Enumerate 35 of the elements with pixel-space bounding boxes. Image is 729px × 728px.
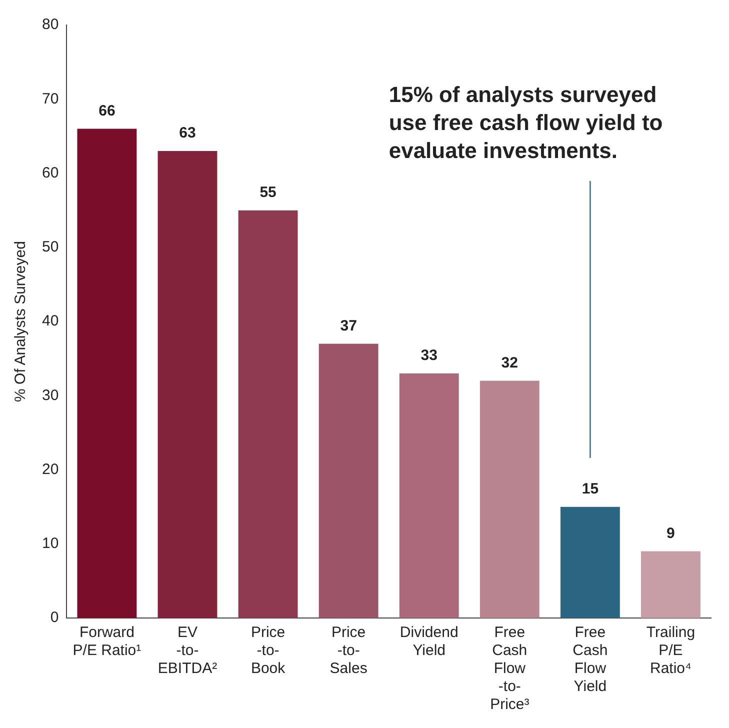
data-label: 9: [666, 524, 675, 542]
x-tick-label: Forward P/E Ratio¹: [72, 624, 142, 660]
y-tick-label: 60: [42, 164, 59, 182]
annotation: 15% of analysts surveyed use free cash flow yield to evaluate investments.: [388, 82, 663, 164]
bar: [560, 506, 620, 618]
y-tick-label: 0: [50, 609, 59, 626]
y-tick-label: 20: [42, 460, 59, 478]
bar: [399, 373, 459, 618]
x-tick-label: Price -to- Book: [250, 624, 286, 678]
data-label: 32: [501, 354, 518, 372]
x-tick-label: Trailing P/E Ratio⁴: [646, 624, 696, 678]
x-tick-label: EV -to- EBITDA²: [158, 624, 218, 678]
y-tick-label: 10: [42, 535, 59, 552]
data-label: 63: [179, 124, 196, 142]
bar: [641, 551, 700, 618]
data-label: 66: [98, 102, 116, 120]
bar: [158, 151, 218, 618]
x-tick-label: Dividend Yield: [400, 624, 458, 660]
y-tick-label: 50: [42, 238, 59, 256]
bar: [238, 210, 298, 618]
y-tick-label: 70: [42, 90, 59, 108]
bar: [77, 128, 137, 618]
x-tick-label: Free Cash Flow -to- Price³: [490, 624, 530, 714]
x-tick-label: Price -to- Sales: [330, 624, 368, 678]
data-label: 33: [420, 347, 438, 364]
y-tick-label: 30: [42, 386, 59, 404]
data-label: 55: [260, 184, 276, 201]
data-label: 15: [582, 480, 599, 498]
y-tick-label: 40: [42, 312, 59, 330]
bar: [480, 380, 540, 618]
y-tick-label: 80: [42, 16, 59, 34]
data-label: 37: [340, 317, 357, 334]
x-tick-label: Free Cash Flow Yield: [572, 624, 608, 696]
bar: [318, 344, 378, 618]
y-axis-title: % Of Analysts Surveyed: [12, 241, 30, 402]
